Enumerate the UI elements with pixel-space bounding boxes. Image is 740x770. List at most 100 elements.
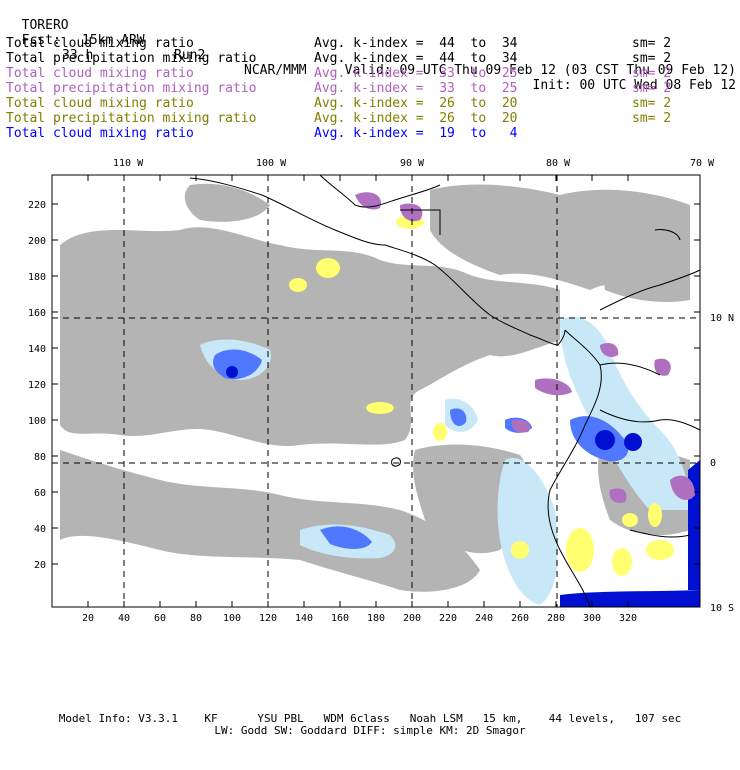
lon-label-80w: 80 W [546,158,571,169]
legend-smoothing: sm= 2 [632,111,672,126]
legend-kindex: Avg. k-index = 44 to 34 [314,51,518,66]
legend-field-label: Total cloud mixing ratio [6,126,194,141]
yellow-blob-6 [612,548,632,576]
legend-field-label: Total precipitation mixing ratio [6,81,257,96]
legend-field-label: Total precipitation mixing ratio [6,51,257,66]
x-tick-label: 120 [259,613,277,624]
y-tick-label: 220 [28,200,46,211]
legend-row: Total cloud mixing ratio Avg. k-index = 4… [6,36,671,51]
x-tick-label: 320 [619,613,637,624]
lat-label-10n: 10 N [710,313,734,324]
legend-kindex: Avg. k-index = 26 to 20 [314,111,518,126]
blue-core-sa [595,430,615,450]
x-tick-label: 200 [403,613,421,624]
x-tick-label: 300 [583,613,601,624]
coastline-mexico-central-america [189,177,566,346]
coastline-south-america-north [599,269,701,311]
legend-smoothing: sm= 2 [632,96,672,111]
legend-row: Total cloud mixing ratio Avg. k-index = 1… [6,126,632,141]
y-tick-label: 60 [34,488,46,499]
valid-time: Valid: 09 UTC Thu 09 Feb 12 (03 CST Thu … [344,63,736,78]
yellow-blob-11 [622,513,638,527]
x-tick-label: 20 [82,613,94,624]
x-tick-label: 80 [190,613,202,624]
light-blue-east-coast [497,458,558,605]
fcst-label: Fcst: [21,33,61,48]
lon-label-110w: 110 W [113,158,144,169]
legend-row: Total precipitation mixing ratio Avg. k-i… [6,81,671,96]
run-label: Run2 [174,48,206,63]
header-line-1: TORERO 15km ARW Run2 NCAR/MMM Init: 00 U… [6,3,736,93]
y-tick-label: 200 [28,236,46,247]
y-tick-label: 100 [28,416,46,427]
purple-sa-interior [670,475,695,500]
purple-center-east [511,419,531,433]
yellow-blob-7 [646,540,674,560]
legend-smoothing: sm= 2 [632,81,672,96]
yellow-blob-5 [566,528,594,572]
lat-label-0: 0 [710,458,716,469]
y-tick-label: 180 [28,272,46,283]
footer-line-1: Model Info: V3.3.1 KF YSU PBL WDM 6class… [58,712,682,725]
x-tick-label: 180 [367,613,385,624]
border-bolivia [629,529,691,538]
legend-field-label: Total cloud mixing ratio [6,66,194,81]
legend-row: Total precipitation mixing ratio Avg. k-i… [6,111,671,126]
border-colombia-ecuador [599,362,661,376]
legend-row: Total cloud mixing ratio Avg. k-index = 3… [6,66,671,81]
x-tick-label: 40 [118,613,130,624]
legend-field-label: Total cloud mixing ratio [6,36,194,51]
legend-row: Total precipitation mixing ratio Avg. k-i… [6,51,671,66]
legend-row: Total cloud mixing ratio Avg. k-index = 2… [6,96,671,111]
y-tick-label: 20 [34,560,46,571]
plot-area [51,174,701,608]
border-peru-brazil [599,409,701,431]
purple-sa-coast [600,343,619,357]
top-longitude-labels: 110 W 100 W 90 W 80 W 70 W [113,158,715,169]
purple-southwest-sa [609,488,627,503]
purple-caribbean-1 [535,378,572,396]
coastline-gulf-of-mexico [319,174,441,208]
footer-line-2: LW: Godd SW: Goddard DIFF: simple KM: 2D… [214,724,526,737]
legend-kindex: Avg. k-index = 33 to 25 [314,81,518,96]
map-plot: 110 W 100 W 90 W 80 W 70 W 10 N 0 10 S [28,158,734,624]
legend-smoothing: sm= 2 [632,51,672,66]
model-name: TORERO [21,18,69,33]
border-central-america [400,209,441,235]
purple-mexico [355,192,381,210]
y-tick-label: 80 [34,452,46,463]
x-tick-label: 160 [331,613,349,624]
legend-kindex: Avg. k-index = 44 to 34 [314,36,518,51]
lon-label-70w: 70 W [690,158,715,169]
y-tick-label: 40 [34,524,46,535]
left-tick-labels: 220 200 180 160 140 120 100 80 60 40 20 [28,200,46,571]
galapagos [391,457,401,467]
blue-southwest-cluster [320,526,372,549]
x-tick-label: 140 [295,613,313,624]
coastline-caribbean-island [654,229,681,241]
gray-cloud-upper-mid [184,183,270,222]
x-tick-label: 60 [154,613,166,624]
center-label: NCAR/MMM [244,63,307,78]
blue-core-sa-2 [624,433,642,451]
tick-marks [52,175,700,607]
x-tick-label: 100 [223,613,241,624]
yellow-blob-9 [648,503,662,527]
gray-cloud-caribbean [600,254,690,302]
purple-sa-2 [654,358,671,376]
y-tick-label: 160 [28,308,46,319]
x-tick-label: 220 [439,613,457,624]
legend-kindex: Avg. k-index = 19 to 4 [314,126,518,141]
right-latitude-labels: 10 N 0 10 S [710,313,734,614]
x-tick-label: 240 [475,613,493,624]
lat-label-10s: 10 S [710,603,734,614]
coastline-south-america-west [547,329,602,608]
coastlines [189,174,701,608]
y-tick-label: 120 [28,380,46,391]
blue-south-edge [560,590,700,607]
yellow-field [289,215,674,576]
yellow-blob-1 [316,258,340,278]
legend-kindex: Avg. k-index = 33 to 25 [314,66,518,81]
purple-north-1 [400,203,423,222]
yellow-blob-3 [433,423,447,441]
